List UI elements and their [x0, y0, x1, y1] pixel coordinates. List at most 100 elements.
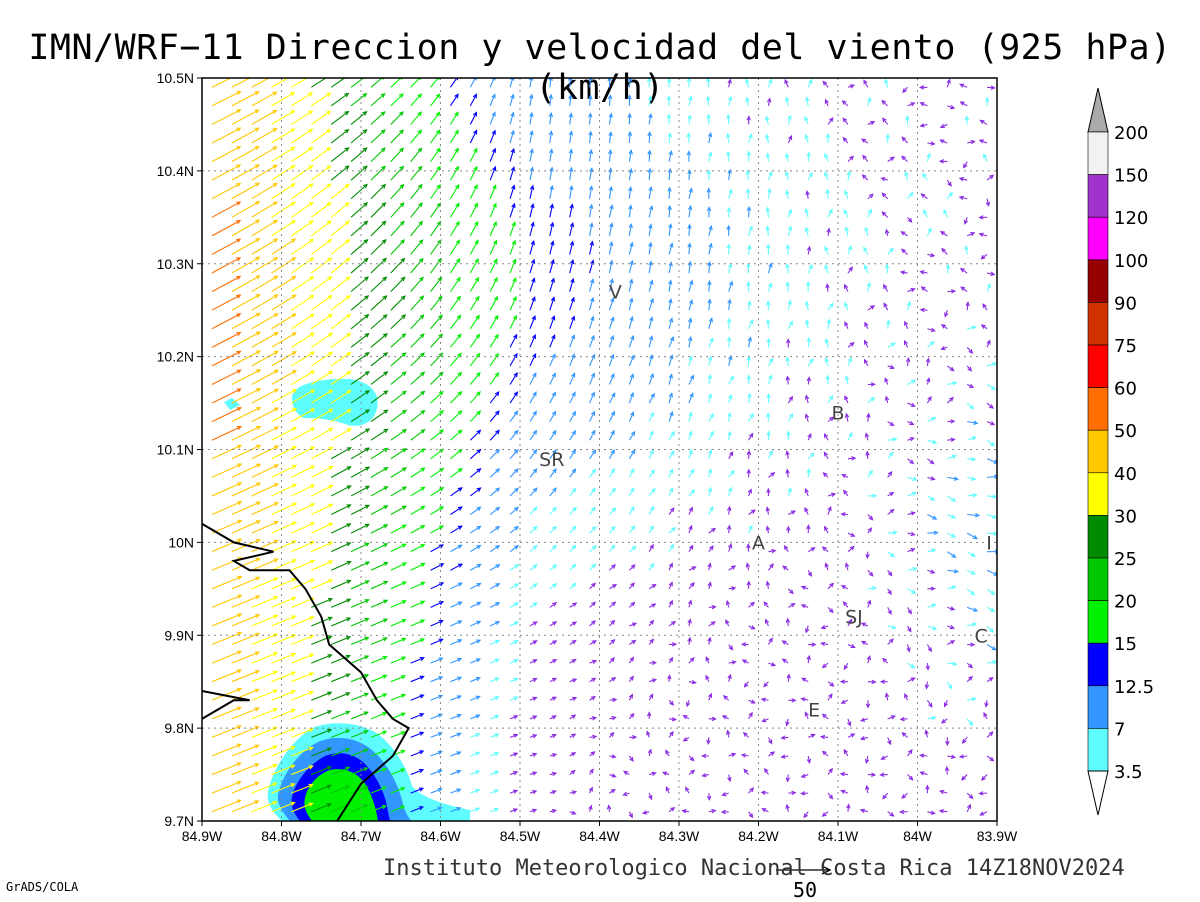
- wind-arrow: [470, 469, 480, 478]
- wind-arrow: [764, 602, 768, 607]
- wind-arrow-shaft: [431, 488, 444, 496]
- wind-arrow: [510, 222, 515, 236]
- wind-arrow-shaft: [391, 277, 405, 291]
- wind-arrow: [649, 526, 653, 533]
- wind-arrow-shaft: [371, 259, 386, 274]
- wind-arrow: [431, 468, 444, 477]
- wind-arrow: [805, 209, 808, 217]
- wind-arrow: [920, 754, 927, 757]
- wind-arrow-shaft: [272, 447, 297, 459]
- wind-arrow: [609, 774, 615, 777]
- wind-arrow-shaft: [351, 562, 369, 570]
- wind-arrow-shaft: [490, 335, 498, 348]
- wind-arrow: [530, 168, 534, 181]
- wind-arrow: [845, 303, 848, 310]
- wind-arrow: [411, 222, 423, 236]
- colorbar-segment: [1088, 515, 1108, 558]
- wind-arrow: [470, 240, 478, 254]
- wind-arrow-shaft: [450, 334, 460, 347]
- wind-arrow: [649, 507, 653, 515]
- wind-arrow-shaft: [351, 600, 369, 608]
- wind-arrow: [550, 791, 556, 794]
- wind-arrow: [766, 320, 769, 329]
- wind-arrow-shaft: [510, 431, 518, 441]
- wind-arrow-shaft: [411, 449, 425, 459]
- wind-arrow: [947, 533, 955, 537]
- wind-arrow: [490, 335, 498, 348]
- wind-arrow: [391, 203, 404, 217]
- wind-arrow: [868, 471, 872, 478]
- wind-arrow: [847, 172, 850, 181]
- wind-arrow: [291, 710, 312, 719]
- wind-arrow: [945, 767, 948, 774]
- wind-arrow: [808, 80, 812, 87]
- wind-arrow: [371, 487, 388, 496]
- wind-arrow: [450, 94, 458, 106]
- wind-arrow: [411, 353, 424, 366]
- wind-arrow: [490, 697, 498, 701]
- wind-arrow: [331, 166, 348, 180]
- wind-arrow: [748, 246, 751, 255]
- wind-arrow: [847, 719, 850, 726]
- wind-arrow-shaft: [331, 148, 348, 162]
- wind-arrow: [767, 99, 770, 106]
- wind-arrow-shaft: [510, 411, 517, 421]
- wind-arrow: [490, 316, 498, 329]
- wind-arrow: [985, 98, 988, 106]
- wind-arrow: [888, 552, 894, 557]
- wind-arrow: [908, 289, 915, 292]
- wind-arrow-shaft: [371, 112, 385, 125]
- wind-arrow: [351, 203, 367, 217]
- wind-arrow: [749, 713, 753, 719]
- wind-arrow: [749, 626, 755, 629]
- wind-arrow: [629, 756, 633, 761]
- wind-arrow: [908, 775, 913, 780]
- wind-arrow: [311, 561, 332, 570]
- wind-arrow: [707, 793, 710, 800]
- wind-arrow: [331, 130, 348, 143]
- wind-arrow: [490, 430, 499, 440]
- wind-arrow: [667, 115, 670, 125]
- wind-arrow: [510, 809, 517, 812]
- wind-arrow: [629, 469, 633, 477]
- wind-arrow-shaft: [311, 221, 331, 236]
- wind-arrow-shaft: [431, 222, 441, 236]
- wind-arrow-shaft: [252, 765, 277, 775]
- wind-arrow: [845, 285, 848, 292]
- wind-arrow: [351, 334, 369, 348]
- wind-arrow-shaft: [431, 112, 440, 124]
- wind-arrow: [371, 600, 387, 607]
- wind-arrow: [391, 240, 404, 254]
- wind-arrow: [845, 322, 848, 329]
- colorbar-segment: [1088, 388, 1108, 431]
- wind-arrow: [828, 118, 833, 124]
- x-tick-label: 84.5W: [500, 828, 541, 844]
- wind-arrow: [861, 736, 868, 739]
- wind-arrow-shaft: [411, 487, 425, 496]
- wind-arrow: [431, 789, 442, 794]
- wind-arrow-shaft: [272, 428, 297, 441]
- wind-arrow: [570, 771, 575, 775]
- wind-arrow-shaft: [411, 240, 423, 254]
- x-tick-label: 84W: [903, 828, 933, 844]
- colorbar-segment: [1088, 132, 1108, 175]
- wind-arrow: [490, 113, 495, 125]
- wind-arrow: [808, 359, 813, 366]
- wind-arrow-shaft: [391, 296, 405, 310]
- y-tick-label: 9.9N: [164, 627, 194, 643]
- wind-arrow: [807, 377, 810, 384]
- wind-arrow: [391, 353, 406, 366]
- wind-arrow: [510, 278, 516, 291]
- wind-arrow: [411, 391, 425, 403]
- wind-arrow-shaft: [431, 203, 441, 217]
- wind-arrow: [629, 299, 633, 311]
- wind-arrow: [827, 320, 830, 329]
- wind-arrow: [908, 750, 912, 756]
- wind-arrow: [391, 391, 406, 403]
- wind-arrow: [291, 617, 313, 626]
- wind-arrow: [709, 226, 712, 236]
- wind-arrow: [311, 277, 331, 292]
- wind-arrow: [967, 663, 972, 667]
- wind-arrow: [747, 470, 750, 478]
- wind-arrow: [590, 697, 595, 701]
